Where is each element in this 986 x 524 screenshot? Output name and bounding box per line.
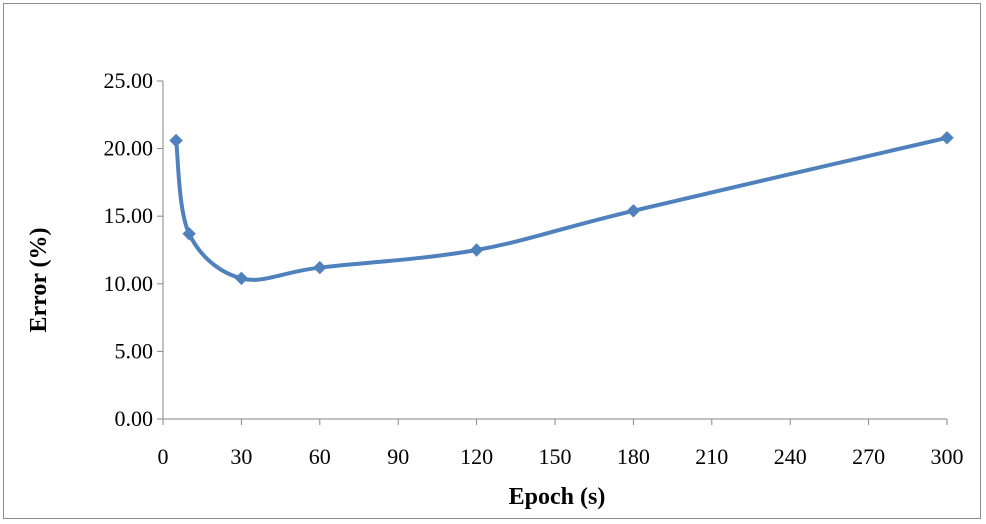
y-tick-label: 0.00 [115,406,154,431]
x-tick-label: 120 [460,444,493,469]
data-point-marker [169,133,183,148]
data-point-marker [234,271,249,286]
data-point-marker [182,227,196,241]
x-tick-label: 0 [158,444,169,469]
data-point-marker [626,204,641,218]
y-tick-label: 15.00 [104,203,154,228]
x-tick-label: 300 [931,444,964,469]
x-tick-label: 150 [539,444,572,469]
chart-frame [3,3,981,519]
series-layer [169,131,954,286]
x-tick-label: 240 [774,444,807,469]
x-axis-title: Epoch (s) [509,484,606,510]
x-tick-label: 60 [309,444,331,469]
y-tick-label: 10.00 [104,271,154,296]
data-point-marker [469,243,484,257]
y-tick-label: 5.00 [115,338,154,363]
x-tick-label: 30 [230,444,252,469]
y-axis-title: Error (%) [26,227,52,332]
x-tick-label: 90 [387,444,409,469]
series-line [174,135,949,282]
data-point-marker [940,131,954,145]
axes [157,80,948,425]
x-tick-label: 270 [852,444,885,469]
y-tick-label: 20.00 [104,136,154,161]
y-tick-label: 25.00 [104,68,154,93]
x-tick-label: 180 [617,444,650,469]
data-point-marker [313,260,327,275]
tick-labels: 0.00 5.00 10.00 15.00 20.00 25.00 0 30 60 90 120 15… [104,68,964,469]
x-tick-label: 210 [695,444,728,469]
